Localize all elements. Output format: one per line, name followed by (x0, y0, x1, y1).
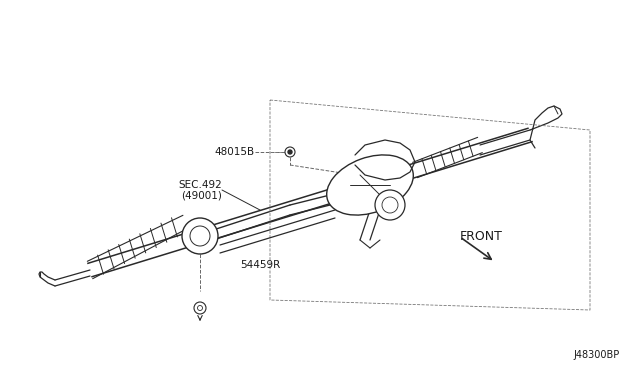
Circle shape (375, 190, 405, 220)
Text: 54459R: 54459R (240, 260, 280, 270)
Circle shape (194, 302, 206, 314)
Circle shape (288, 150, 292, 154)
Circle shape (382, 197, 398, 213)
Circle shape (190, 226, 210, 246)
Text: J48300BP: J48300BP (573, 350, 620, 360)
Text: FRONT: FRONT (460, 231, 503, 244)
Text: SEC.492: SEC.492 (179, 180, 222, 190)
Circle shape (285, 147, 295, 157)
Text: 48015B: 48015B (215, 147, 255, 157)
Ellipse shape (326, 155, 413, 215)
Circle shape (198, 305, 202, 311)
Circle shape (182, 218, 218, 254)
Text: (49001): (49001) (181, 191, 222, 201)
